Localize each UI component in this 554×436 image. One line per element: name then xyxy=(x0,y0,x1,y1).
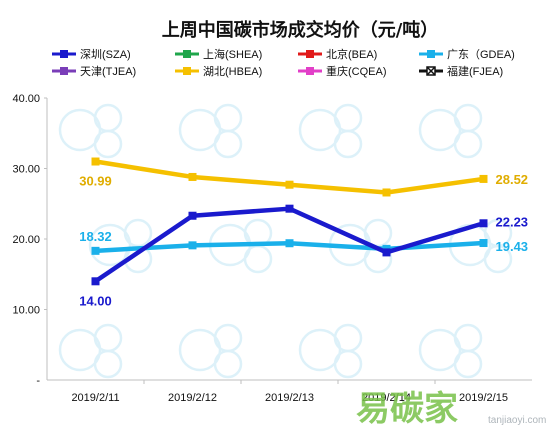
y-tick-label: 20.00 xyxy=(12,234,40,246)
y-tick-label: - xyxy=(36,375,40,387)
series xyxy=(91,157,488,197)
legend-marker xyxy=(306,67,314,75)
watermark-circle xyxy=(58,103,123,159)
legend-item: 福建(FJEA) xyxy=(419,64,503,78)
y-tick-label: 40.00 xyxy=(12,93,40,105)
legend-item: 深圳(SZA) xyxy=(52,48,131,61)
data-label: 28.52 xyxy=(496,172,529,187)
x-tick-label: 2019/2/12 xyxy=(168,392,217,404)
data-point xyxy=(91,277,100,286)
data-point xyxy=(479,219,488,228)
data-point xyxy=(188,211,197,220)
brand-watermark: 易碳家 tanjiaoyi.com xyxy=(356,389,546,429)
data-point xyxy=(285,239,294,248)
data-label: 22.23 xyxy=(496,214,529,229)
watermark-circle xyxy=(88,218,153,274)
legend-label: 天津(TJEA) xyxy=(80,65,136,78)
legend-marker xyxy=(427,50,435,58)
data-point xyxy=(188,241,197,250)
x-tick-label: 2019/2/11 xyxy=(71,392,119,404)
watermark-circle xyxy=(58,323,123,379)
series-lines xyxy=(91,157,488,286)
y-tick-labels: 40.00 30.00 20.00 10.00 - xyxy=(12,93,47,387)
data-point xyxy=(382,248,391,257)
data-point xyxy=(479,239,488,248)
legend-label: 福建(FJEA) xyxy=(447,64,503,78)
legend-marker xyxy=(60,67,68,75)
legend-marker xyxy=(183,67,191,75)
watermark-pattern xyxy=(58,103,513,379)
data-point xyxy=(188,172,197,181)
legend-marker xyxy=(183,50,191,58)
x-tick-labels: 2019/2/11 2019/2/12 2019/2/13 2019/2/14 2019… xyxy=(71,380,508,404)
watermark-brand: 易碳家 xyxy=(356,389,458,429)
legend-label: 湖北(HBEA) xyxy=(203,65,262,78)
data-label: 19.43 xyxy=(496,239,529,254)
x-tick-label: 2019/2/15 xyxy=(459,392,508,404)
legend-item: 上海(SHEA) xyxy=(175,47,262,61)
legend-label: 深圳(SZA) xyxy=(80,48,131,61)
watermark-url: tanjiaoyi.com xyxy=(488,415,546,426)
y-tick-label: 30.00 xyxy=(12,164,40,176)
legend-label: 重庆(CQEA) xyxy=(326,64,387,78)
data-label: 30.99 xyxy=(79,174,112,189)
data-label: 18.32 xyxy=(79,229,112,244)
legend-item: 重庆(CQEA) xyxy=(298,64,387,78)
chart-title: 上周中国碳市场成交均价（元/吨） xyxy=(162,19,439,41)
data-point xyxy=(91,246,100,255)
legend-item: 北京(BEA) xyxy=(298,47,377,61)
legend-label: 北京(BEA) xyxy=(326,47,377,61)
x-tick-label: 2019/2/13 xyxy=(265,392,314,404)
legend-item: 广东（GDEA) xyxy=(419,48,515,61)
watermark-circle xyxy=(178,103,243,159)
data-point xyxy=(285,180,294,189)
data-point xyxy=(91,157,100,166)
watermark-circle xyxy=(418,103,483,159)
watermark-circle xyxy=(298,103,363,159)
watermark-circle xyxy=(418,323,483,379)
legend-item: 湖北(HBEA) xyxy=(175,65,262,78)
watermark-circle xyxy=(178,323,243,379)
legend-marker xyxy=(306,50,314,58)
series xyxy=(91,204,488,286)
data-point xyxy=(382,188,391,197)
legend-item: 天津(TJEA) xyxy=(52,65,136,78)
data-label: 14.00 xyxy=(79,293,112,308)
legend-label: 广东（GDEA) xyxy=(447,48,515,61)
legend-marker xyxy=(60,50,68,58)
x-tick-label: 2019/2/14 xyxy=(362,392,411,404)
data-point xyxy=(479,174,488,183)
data-labels: 30.99 28.52 18.32 19.43 14.00 22.23 xyxy=(79,172,528,308)
watermark-circle xyxy=(298,323,363,379)
legend: 深圳(SZA) 上海(SHEA) 北京(BEA) 广东（GDEA) 天津(TJEA) 湖北… xyxy=(52,47,515,78)
data-point xyxy=(285,204,294,213)
y-tick-label: 10.00 xyxy=(12,305,40,317)
legend-label: 上海(SHEA) xyxy=(203,47,262,61)
